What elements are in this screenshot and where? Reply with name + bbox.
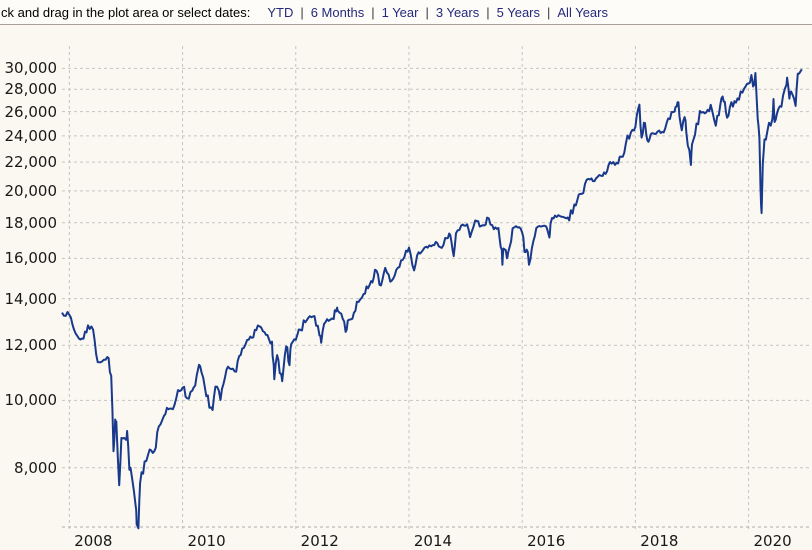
y-tick-label: 12,000 [4, 336, 58, 355]
separator: | [300, 4, 304, 20]
y-tick-label: 14,000 [4, 289, 58, 308]
x-tick-label: 2012 [300, 532, 339, 550]
date-range-links: YTD | 6 Months | 1 Year | 3 Years | 5 Years | All … [267, 5, 608, 20]
instruction-text: ck and drag in the plot area or select d… [1, 4, 251, 20]
range-link-1-year[interactable]: 1 Year [381, 4, 419, 20]
y-tick-label: 26,000 [4, 102, 58, 121]
separator: | [371, 4, 375, 20]
y-tick-label: 28,000 [4, 80, 58, 99]
y-tick-label: 24,000 [4, 126, 58, 145]
x-tick-label: 2016 [527, 532, 566, 550]
separator: | [547, 4, 551, 20]
plot-area[interactable] [62, 42, 812, 527]
range-link-all-years[interactable]: All Years [557, 4, 608, 20]
y-tick-label: 10,000 [4, 391, 58, 410]
y-tick-label: 18,000 [4, 213, 58, 232]
toolbar: ck and drag in the plot area or select d… [0, 0, 812, 25]
range-link-6-months[interactable]: 6 Months [310, 4, 365, 20]
x-tick-label: 2018 [640, 532, 679, 550]
price-line-series [61, 68, 803, 530]
range-link-ytd[interactable]: YTD [267, 4, 294, 20]
x-tick-label: 2020 [753, 532, 792, 550]
x-tick-label: 2008 [74, 532, 113, 550]
y-tick-label: 30,000 [4, 59, 58, 78]
range-link-3-years[interactable]: 3 Years [435, 4, 480, 20]
y-tick-label: 16,000 [4, 249, 58, 268]
y-tick-label: 22,000 [4, 153, 58, 172]
separator: | [425, 4, 429, 20]
y-tick-label: 8,000 [14, 458, 57, 477]
x-tick-label: 2014 [413, 532, 453, 550]
separator: | [486, 4, 490, 20]
range-link-5-years[interactable]: 5 Years [496, 4, 540, 20]
x-tick-label: 2010 [187, 532, 226, 550]
y-tick-label: 20,000 [4, 181, 58, 200]
